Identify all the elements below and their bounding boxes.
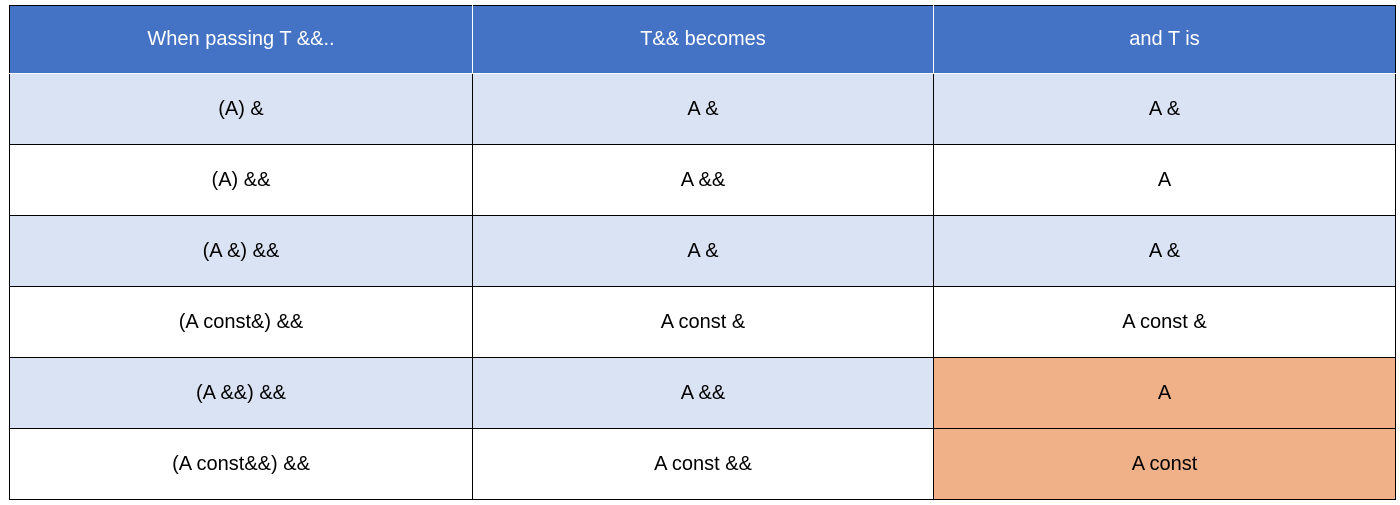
table-row: (A const&&) && A const && A const [9, 428, 1396, 500]
reference-collapsing-table: When passing T &&.. T&& becomes and T is… [9, 5, 1396, 500]
cell-becomes: A && [472, 144, 934, 216]
table-row: (A) & A & A & [9, 73, 1396, 145]
cell-t-is: A [933, 144, 1396, 216]
table-row: (A const&) && A const & A const & [9, 286, 1396, 358]
table-body: (A) & A & A & (A) && A && A (A &) && A &… [9, 73, 1396, 500]
cell-becomes: A & [472, 73, 934, 145]
table-row: (A &&) && A && A [9, 357, 1396, 429]
header-row: When passing T &&.. T&& becomes and T is [9, 5, 1396, 74]
cell-t-is: A & [933, 73, 1396, 145]
cell-becomes: A & [472, 215, 934, 287]
header-cell-passing: When passing T &&.. [9, 5, 473, 74]
header-cell-t-is: and T is [933, 5, 1396, 74]
table-header: When passing T &&.. T&& becomes and T is [9, 5, 1396, 74]
cell-becomes: A && [472, 357, 934, 429]
cell-becomes: A const & [472, 286, 934, 358]
cell-passing: (A) && [9, 144, 473, 216]
header-cell-becomes: T&& becomes [472, 5, 934, 74]
cell-t-is-highlighted: A [933, 357, 1396, 429]
cell-t-is: A const & [933, 286, 1396, 358]
cell-passing: (A) & [9, 73, 473, 145]
reference-collapsing-table-container: When passing T &&.. T&& becomes and T is… [9, 5, 1396, 500]
cell-t-is-highlighted: A const [933, 428, 1396, 500]
table-row: (A &) && A & A & [9, 215, 1396, 287]
cell-t-is: A & [933, 215, 1396, 287]
cell-passing: (A &&) && [9, 357, 473, 429]
cell-passing: (A const&) && [9, 286, 473, 358]
table-row: (A) && A && A [9, 144, 1396, 216]
cell-passing: (A const&&) && [9, 428, 473, 500]
cell-passing: (A &) && [9, 215, 473, 287]
cell-becomes: A const && [472, 428, 934, 500]
